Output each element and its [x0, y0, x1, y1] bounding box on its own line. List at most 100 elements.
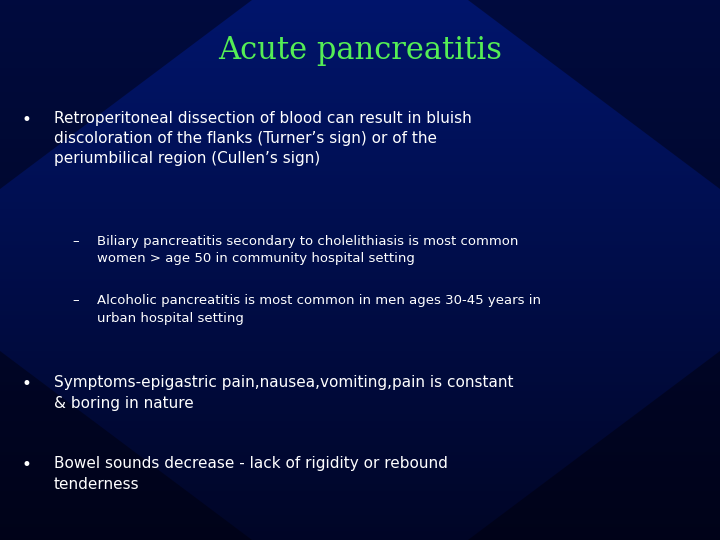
Bar [0, 239, 720, 241]
Bar [0, 146, 720, 147]
Bar [0, 513, 720, 515]
Bar [0, 120, 720, 123]
Bar [0, 398, 720, 400]
Bar [0, 420, 720, 421]
Bar [0, 497, 720, 498]
Bar [0, 274, 720, 275]
Bar [0, 470, 720, 471]
Bar [0, 463, 720, 464]
Bar [0, 409, 720, 410]
Bar [0, 501, 720, 502]
Bar [0, 285, 720, 286]
Bar [0, 486, 720, 488]
Bar [0, 133, 720, 135]
Bar [0, 317, 720, 319]
Bar [0, 309, 720, 312]
Bar [0, 452, 720, 454]
Bar [0, 200, 720, 201]
Bar [0, 428, 720, 430]
Bar [0, 333, 720, 335]
Bar [0, 196, 720, 198]
Bar [0, 135, 720, 137]
Bar [0, 2, 720, 4]
Bar [0, 421, 720, 423]
Bar [0, 301, 720, 302]
Bar [0, 331, 720, 333]
Bar [0, 277, 720, 279]
Bar [0, 49, 720, 50]
Bar [0, 522, 720, 524]
Bar [0, 103, 720, 104]
Bar [0, 182, 720, 184]
Bar [0, 344, 720, 346]
Text: Retroperitoneal dissection of blood can result in bluish
discoloration of the fl: Retroperitoneal dissection of blood can … [54, 111, 472, 166]
Bar [0, 123, 720, 124]
Bar [0, 312, 720, 313]
Bar [0, 481, 720, 482]
Bar [0, 12, 720, 15]
Bar [0, 385, 720, 387]
Bar [0, 403, 720, 405]
Bar [0, 254, 720, 255]
Bar [0, 227, 720, 228]
Bar [0, 117, 720, 119]
Bar [0, 464, 720, 466]
Bar [0, 231, 720, 232]
Bar [0, 15, 720, 16]
Bar [0, 205, 720, 207]
Bar [0, 475, 720, 477]
Bar [0, 144, 720, 146]
Bar [0, 390, 720, 393]
Bar [0, 328, 720, 329]
Bar [0, 45, 720, 47]
Bar [0, 502, 720, 504]
Bar [0, 466, 720, 468]
Bar [0, 250, 720, 252]
Bar [0, 299, 720, 301]
Bar [0, 393, 720, 394]
Polygon shape [0, 0, 252, 189]
Bar [0, 113, 720, 115]
Bar [0, 297, 720, 299]
Bar [0, 243, 720, 245]
Bar [0, 11, 720, 12]
Bar [0, 322, 720, 324]
Bar [0, 412, 720, 414]
Bar [0, 302, 720, 304]
Bar [0, 42, 720, 43]
Bar [0, 234, 720, 236]
Bar [0, 261, 720, 263]
Bar [0, 355, 720, 356]
Bar [0, 290, 720, 292]
Bar [0, 164, 720, 166]
Bar [0, 76, 720, 77]
Bar [0, 185, 720, 187]
Bar [0, 184, 720, 185]
Bar [0, 461, 720, 463]
Bar [0, 405, 720, 407]
Bar [0, 207, 720, 209]
Bar [0, 498, 720, 501]
Polygon shape [468, 351, 720, 540]
Bar [0, 490, 720, 491]
Bar [0, 223, 720, 225]
Bar [0, 353, 720, 355]
Bar [0, 241, 720, 243]
Bar [0, 119, 720, 120]
Bar [0, 20, 720, 22]
Bar [0, 112, 720, 113]
Bar [0, 509, 720, 511]
Polygon shape [468, 0, 720, 189]
Bar [0, 220, 720, 221]
Bar [0, 193, 720, 194]
Bar [0, 326, 720, 328]
Bar [0, 173, 720, 174]
Bar [0, 346, 720, 347]
Bar [0, 58, 720, 59]
Bar [0, 86, 720, 88]
Bar [0, 150, 720, 151]
Bar [0, 101, 720, 103]
Bar [0, 482, 720, 484]
Bar [0, 529, 720, 531]
Bar [0, 524, 720, 525]
